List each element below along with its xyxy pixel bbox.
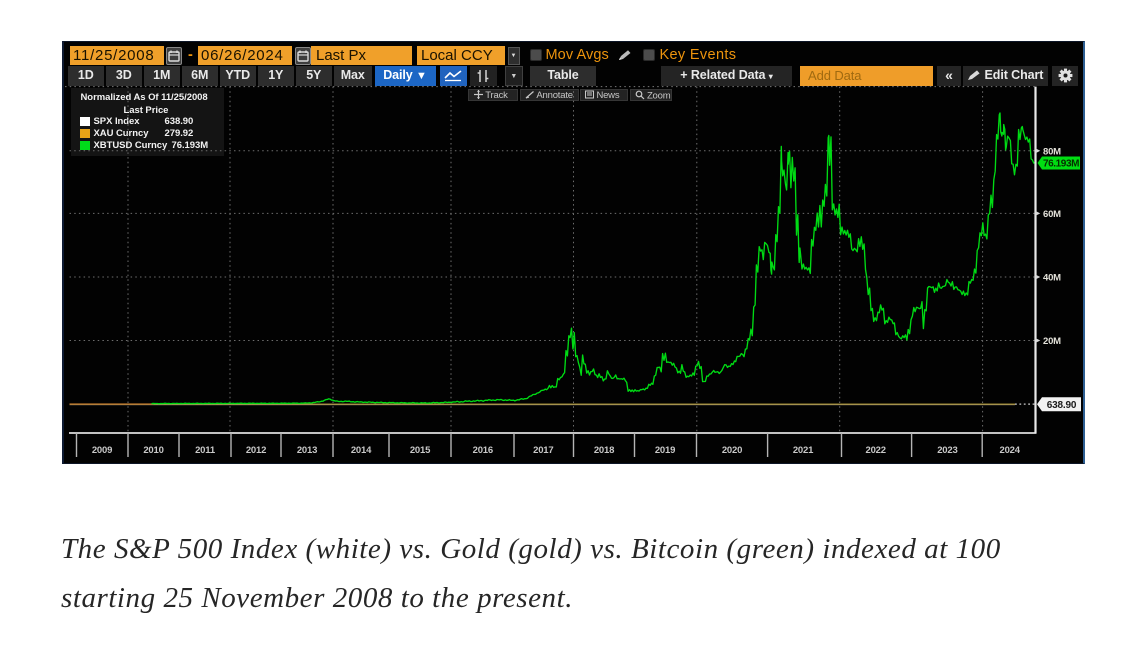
svg-text:76.193M: 76.193M [1043, 159, 1079, 170]
svg-text:2017: 2017 [533, 445, 553, 456]
svg-text:2013: 2013 [297, 445, 317, 456]
svg-text:638.90: 638.90 [1047, 400, 1077, 411]
svg-text:2019: 2019 [655, 445, 675, 456]
svg-text:2021: 2021 [793, 445, 814, 456]
svg-text:2018: 2018 [594, 445, 614, 456]
svg-text:2009: 2009 [92, 445, 112, 456]
svg-text:2015: 2015 [410, 445, 431, 456]
svg-text:2024: 2024 [1000, 445, 1021, 456]
svg-text:2023: 2023 [937, 445, 957, 456]
svg-text:2014: 2014 [351, 445, 372, 456]
svg-text:2022: 2022 [866, 445, 886, 456]
svg-text:2012: 2012 [246, 445, 266, 456]
svg-text:40M: 40M [1043, 273, 1061, 284]
svg-text:80M: 80M [1043, 146, 1061, 157]
svg-text:2020: 2020 [722, 445, 742, 456]
svg-text:2016: 2016 [473, 445, 493, 456]
svg-text:2010: 2010 [143, 445, 163, 456]
svg-text:20M: 20M [1043, 336, 1061, 347]
svg-text:2011: 2011 [195, 445, 216, 456]
svg-text:60M: 60M [1043, 209, 1061, 220]
